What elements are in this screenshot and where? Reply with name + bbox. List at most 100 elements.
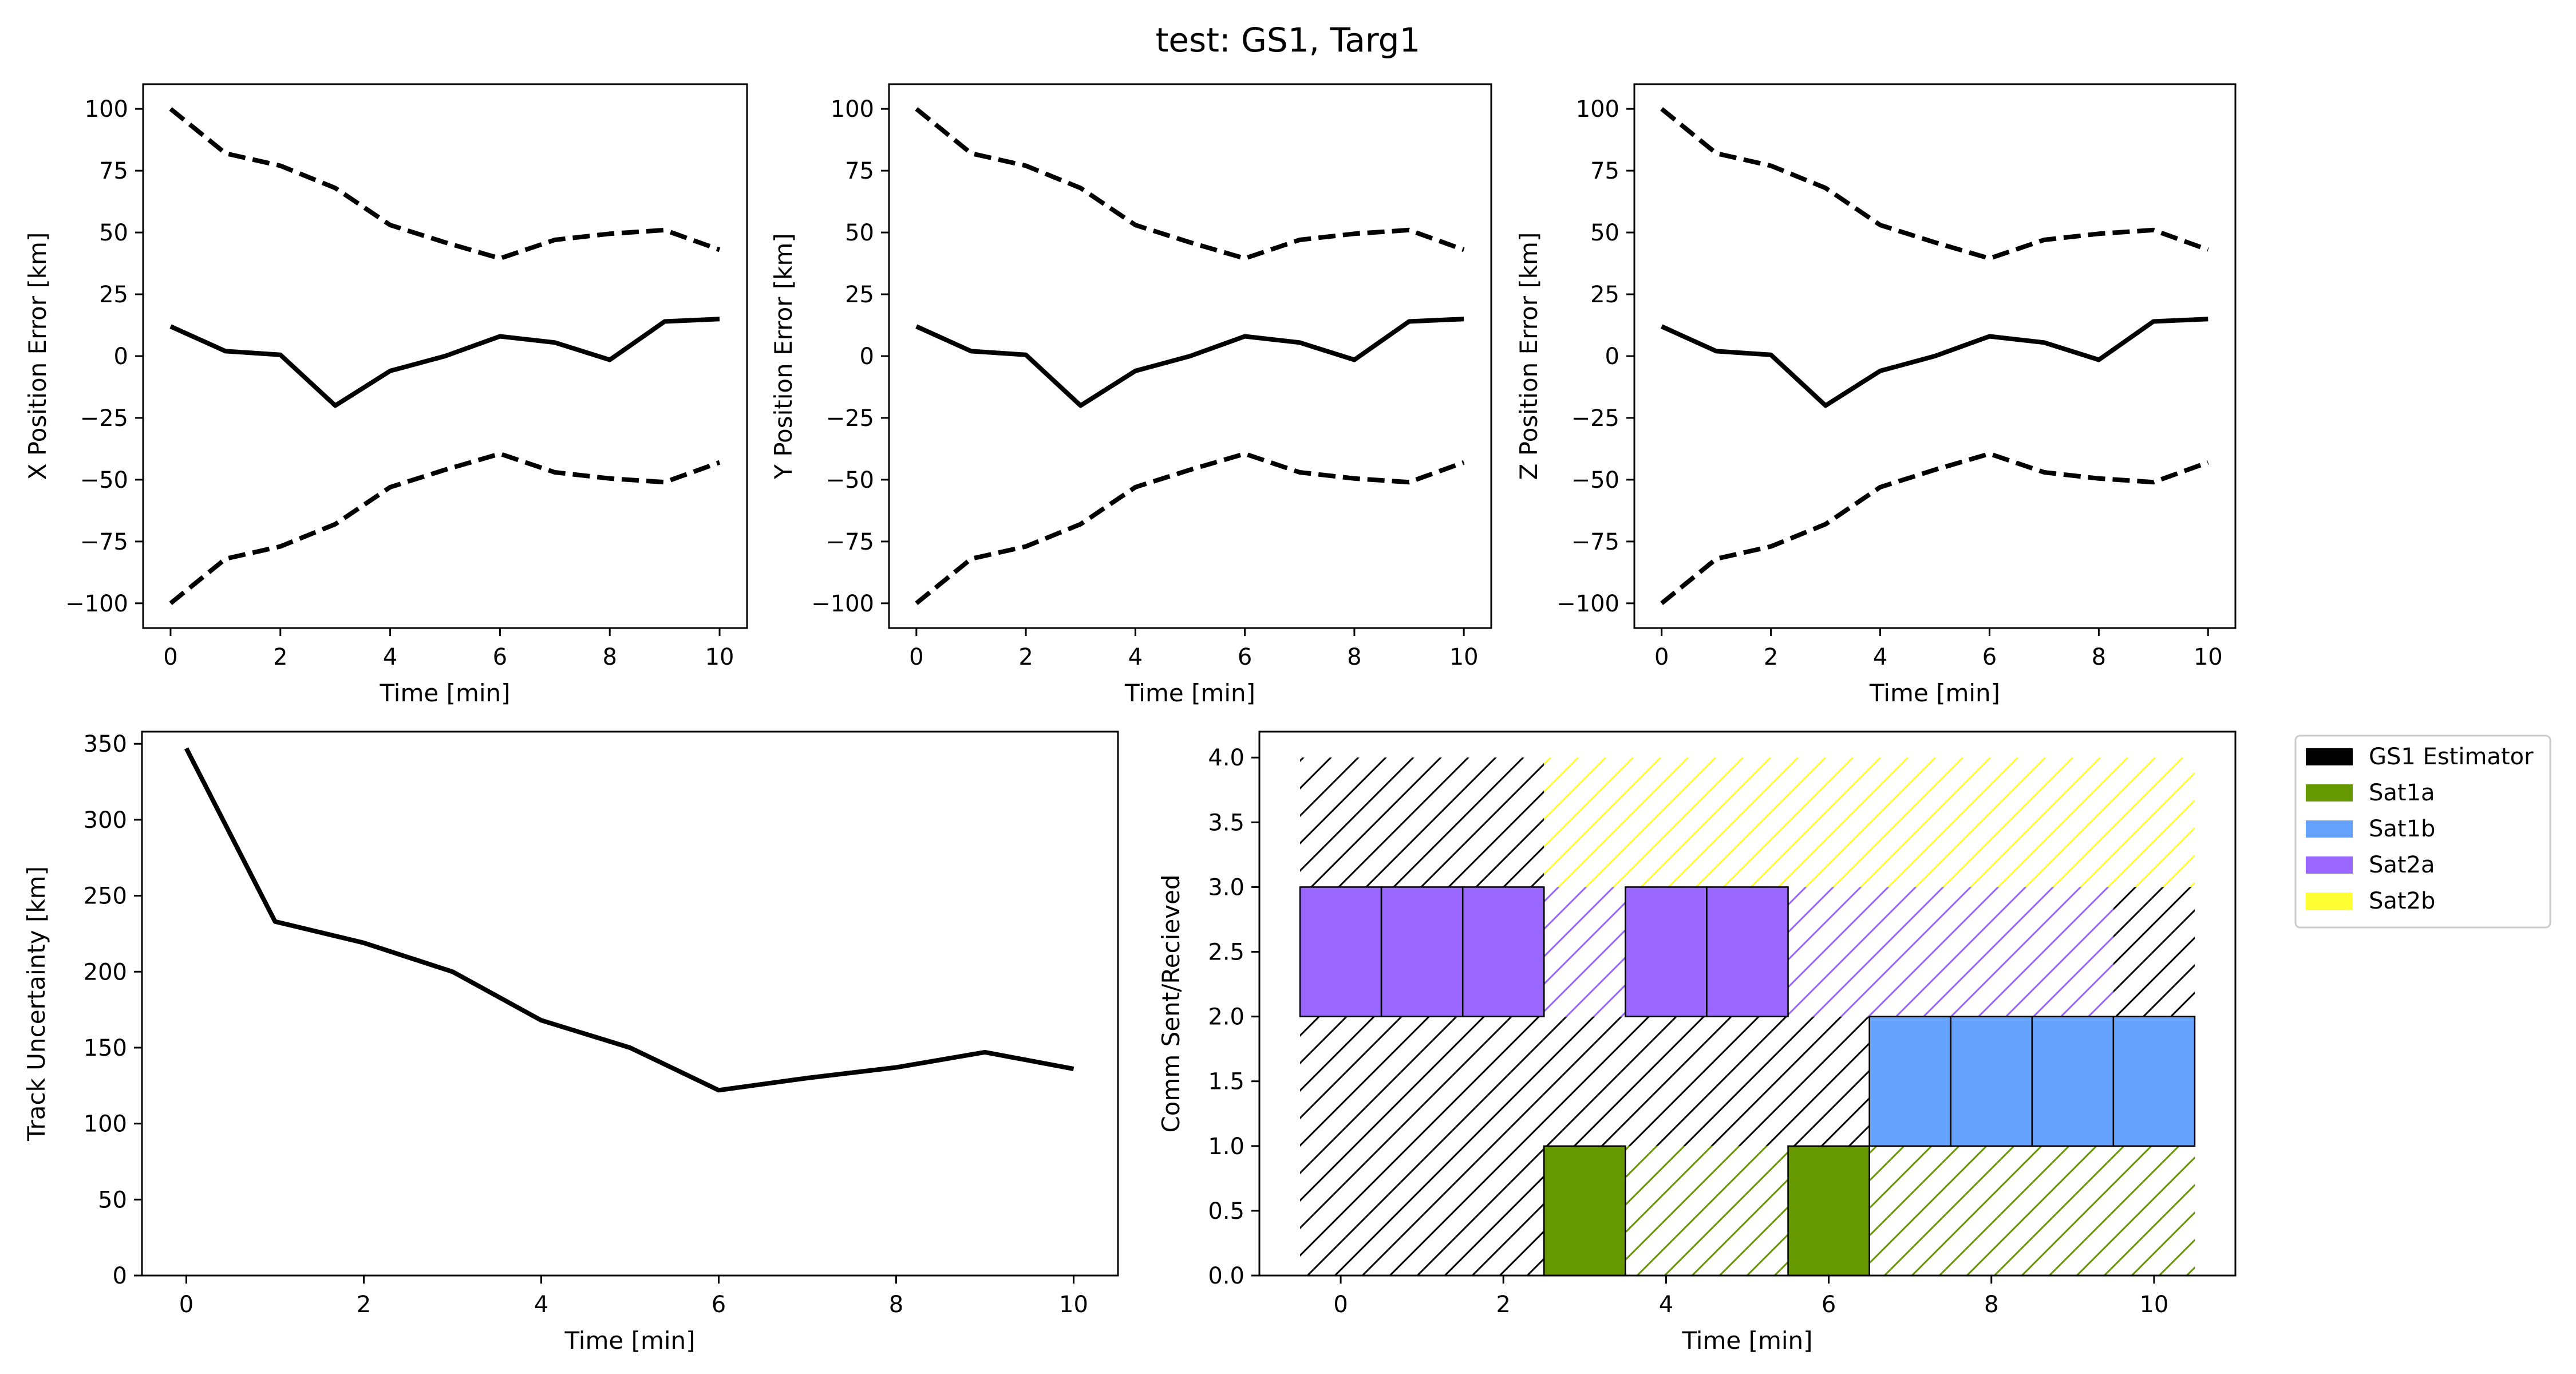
series-upper-bound	[169, 107, 721, 261]
hatched-region	[1788, 887, 2113, 1017]
legend-swatch	[2306, 820, 2353, 838]
y-axis-label: Z Position Error [km]	[1515, 232, 1543, 480]
comm-bar	[1299, 886, 1382, 1017]
legend-entry: Sat2b	[2369, 888, 2435, 914]
y-tick-label: −100	[1556, 591, 1619, 617]
y-tick-label: −25	[826, 405, 874, 432]
x-axis-label: Time [min]	[1124, 679, 1255, 707]
x-tick-label: 0	[163, 644, 177, 670]
x-tick-label: 2	[1018, 644, 1033, 670]
legend-swatch	[2306, 748, 2353, 765]
y-tick-label: 300	[84, 807, 127, 834]
comm-bar	[2031, 1016, 2115, 1147]
x-tick-label: 6	[1822, 1292, 1836, 1318]
y-tick-label: 1.5	[1208, 1069, 1244, 1095]
hatched-region	[1869, 1146, 2195, 1276]
y-tick-label: 3.0	[1208, 874, 1244, 901]
x-tick-label: 10	[2139, 1292, 2168, 1318]
y-tick-label: 100	[831, 96, 874, 123]
y-tick-label: 250	[84, 883, 127, 910]
series-error	[915, 317, 1464, 408]
x-tick-label: 4	[1873, 644, 1887, 670]
hatched-region	[2113, 887, 2195, 1017]
chart-y_error: 0 2 4 6 8 10 −100 −75 −50 −25 0 25 50 75 100 Time [min]…	[769, 83, 1492, 707]
x-tick-label: 4	[1128, 644, 1143, 670]
comm-bar	[1625, 886, 1708, 1017]
y-tick-label: −50	[1571, 467, 1619, 493]
chart-z_error: 0 2 4 6 8 10 −100 −75 −50 −25 0 25 50 75 100 Time [min]…	[1515, 83, 2237, 707]
legend-entry: Sat2a	[2369, 852, 2435, 878]
comm-bar	[1461, 886, 1545, 1017]
y-tick-label: −100	[811, 591, 874, 617]
x-axis-label: Time [min]	[1681, 1326, 1812, 1355]
y-tick-label: −100	[65, 591, 128, 617]
x-tick-label: 4	[534, 1292, 548, 1318]
x-tick-label: 8	[1984, 1292, 1998, 1318]
x-tick-label: 8	[603, 644, 617, 670]
comm-bar	[1706, 886, 1789, 1017]
comm-bar	[1787, 1145, 1870, 1277]
y-tick-label: 25	[845, 282, 874, 308]
x-tick-label: 2	[273, 644, 287, 670]
y-tick-label: −75	[1571, 529, 1619, 555]
y-tick-label: 100	[85, 96, 128, 123]
y-tick-label: 0	[114, 344, 128, 370]
y-tick-label: 100	[84, 1111, 127, 1138]
y-tick-label: −75	[80, 529, 128, 555]
y-tick-label: 350	[84, 731, 127, 757]
hatched-region	[1625, 1146, 1788, 1276]
y-tick-label: −25	[1571, 405, 1619, 432]
x-tick-label: 6	[1238, 644, 1252, 670]
axes-frame	[141, 731, 1119, 1277]
y-tick-label: 75	[1590, 158, 1619, 184]
x-axis-label: Time [min]	[1869, 679, 2000, 707]
y-tick-label: 0.0	[1208, 1263, 1244, 1289]
y-tick-label: 1.0	[1208, 1134, 1244, 1160]
x-tick-label: 10	[1449, 644, 1479, 670]
y-tick-label: 25	[99, 282, 128, 308]
y-tick-label: 25	[1590, 282, 1619, 308]
y-tick-label: 50	[98, 1187, 127, 1213]
comm-bar	[2112, 1016, 2196, 1147]
x-tick-label: 2	[1764, 644, 1778, 670]
y-axis-label: Track Uncertainty [km]	[22, 866, 50, 1142]
series-upper-bound	[1660, 107, 2209, 261]
x-tick-label: 6	[1982, 644, 1997, 670]
x-tick-label: 8	[1347, 644, 1361, 670]
x-axis-label: Time [min]	[564, 1326, 695, 1355]
x-tick-label: 0	[909, 644, 923, 670]
x-tick-label: 10	[2194, 644, 2223, 670]
y-tick-label: 50	[845, 220, 874, 246]
comm-bar	[1868, 1016, 1951, 1147]
y-tick-label: 4.0	[1208, 745, 1244, 771]
legend-swatch	[2306, 784, 2353, 802]
x-tick-label: 8	[889, 1292, 903, 1318]
x-tick-label: 8	[2092, 644, 2106, 670]
x-tick-label: 0	[1333, 1292, 1348, 1318]
comm-bar	[1380, 886, 1464, 1017]
series-lower-bound	[169, 451, 721, 605]
chart-x_error: 0 2 4 6 8 10 −100 −75 −50 −25 0 25 50 75 100 Time [min]…	[23, 83, 748, 707]
y-tick-label: 2.5	[1208, 939, 1244, 966]
x-tick-label: 10	[1059, 1292, 1088, 1318]
series-error	[169, 317, 720, 408]
y-tick-label: −50	[826, 467, 874, 493]
x-tick-label: 4	[383, 644, 397, 670]
y-tick-label: 50	[1590, 220, 1619, 246]
y-tick-label: 150	[84, 1035, 127, 1061]
y-tick-label: −75	[826, 529, 874, 555]
axes-frame	[1258, 731, 2237, 1277]
x-tick-label: 0	[179, 1292, 193, 1318]
legend-entry: Sat1b	[2369, 816, 2435, 842]
y-axis-label: Y Position Error [km]	[769, 233, 797, 480]
y-axis-label: X Position Error [km]	[23, 232, 52, 480]
series-lower-bound	[1660, 451, 2209, 605]
x-tick-label: 6	[493, 644, 507, 670]
x-tick-label: 10	[705, 644, 734, 670]
legend: GS1 Estimator Sat1a Sat1b Sat2a Sat2b	[2294, 735, 2551, 929]
legend-entry: GS1 Estimator	[2369, 744, 2534, 770]
hatched-region	[1544, 887, 1626, 1017]
y-tick-label: 0	[113, 1263, 127, 1289]
